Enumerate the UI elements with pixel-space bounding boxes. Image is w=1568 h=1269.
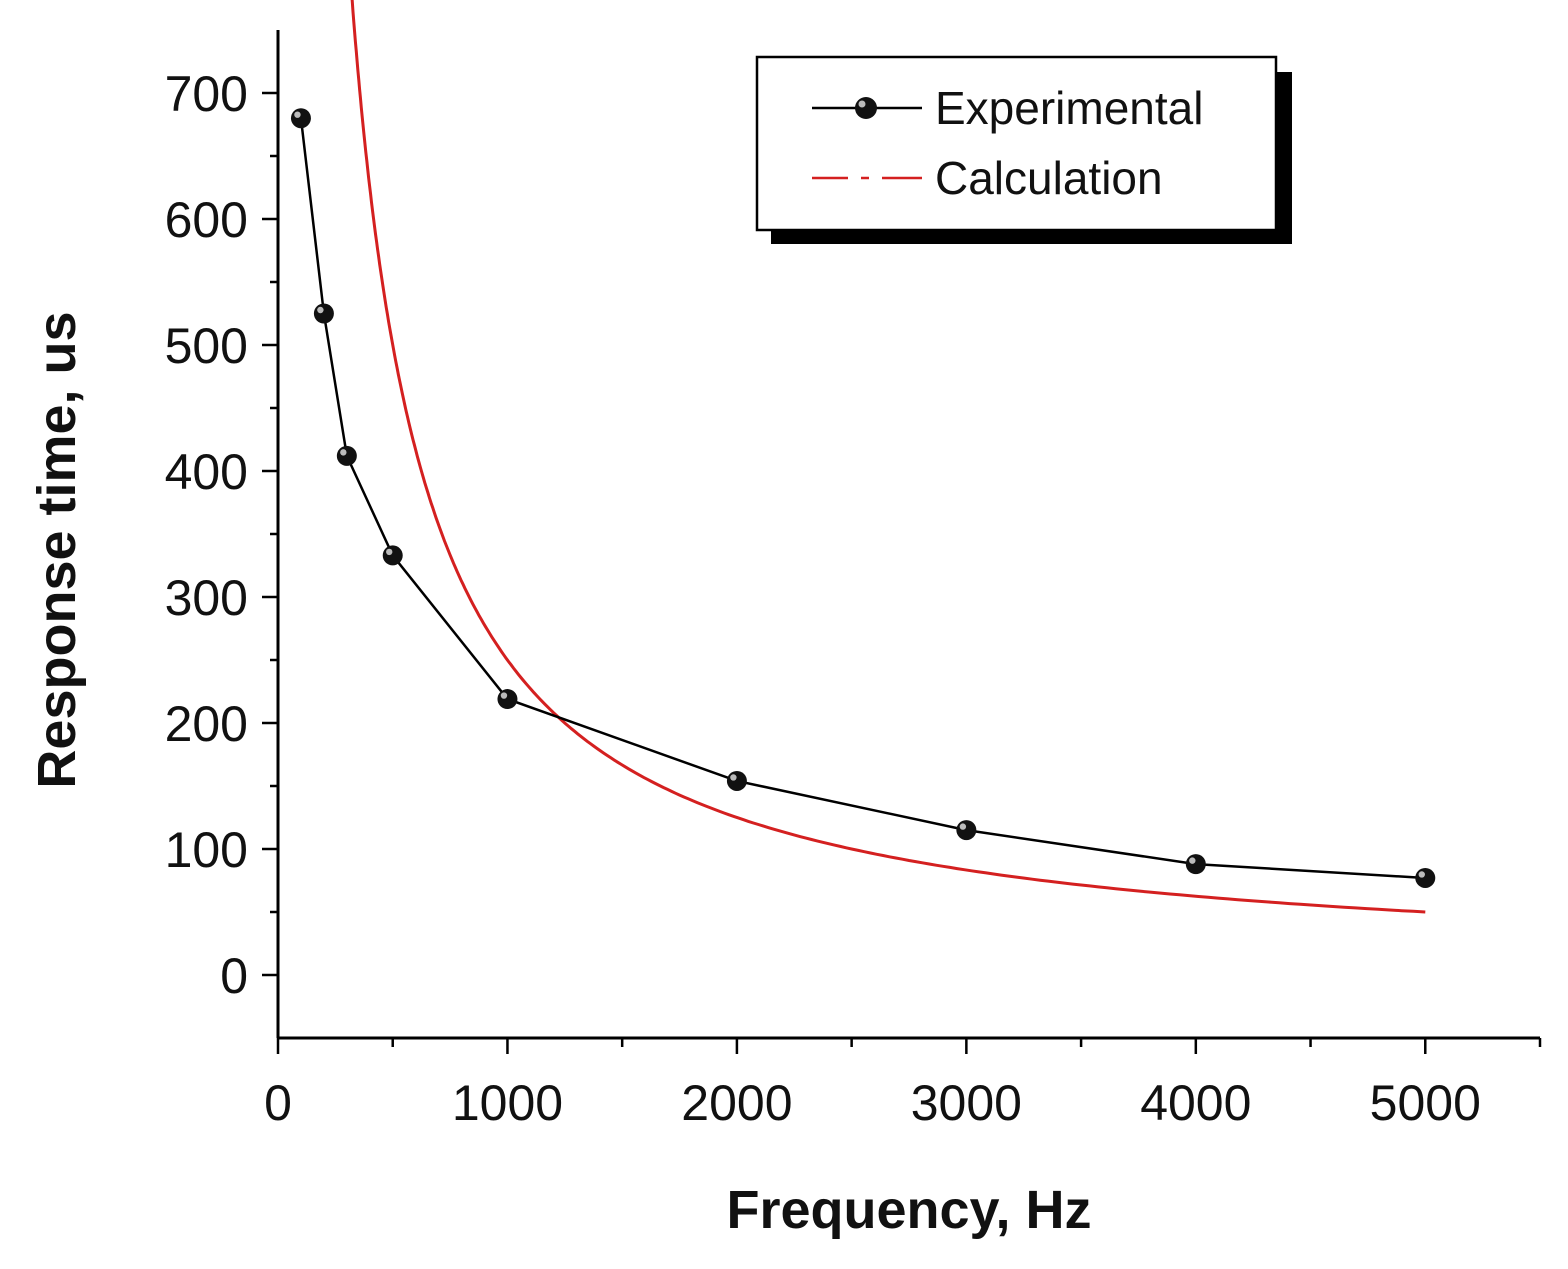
y-tick-label: 300 [165,570,248,626]
experimental-point-highlight [730,774,737,781]
experimental-point-highlight [1189,857,1196,864]
experimental-point [313,303,334,324]
legend-calculation-label: Calculation [935,152,1163,204]
series-calculation-line [350,0,1426,914]
experimental-point [497,689,518,710]
experimental-point-highlight [1418,871,1425,878]
experimental-point [1185,854,1206,875]
y-tick-label: 700 [165,66,248,122]
experimental-point [336,445,357,466]
experimental-point-highlight [386,548,393,556]
x-tick-label: 5000 [1370,1075,1481,1131]
x-axis-tick-labels: 0 1000 2000 3000 4000 5000 [264,1075,1481,1131]
legend-box [755,55,1278,232]
y-axis-title: Response time, us [27,311,87,788]
y-axis-ticks [262,91,278,977]
experimental-point [1415,867,1436,888]
x-tick-label: 0 [264,1075,292,1131]
y-tick-label: 0 [220,948,248,1004]
experimental-point [956,820,977,841]
series-experimental-markers [290,108,1436,888]
y-tick-label: 600 [165,192,248,248]
experimental-point [290,108,311,129]
experimental-point-highlight [317,306,324,314]
y-tick-label: 200 [165,696,248,752]
y-axis-tick-labels: 0 100 200 300 400 500 600 700 [165,66,248,1004]
x-tick-label: 3000 [911,1075,1022,1131]
legend-experimental-marker [855,97,877,119]
x-tick-label: 4000 [1140,1075,1251,1131]
experimental-point-highlight [959,823,967,830]
y-tick-label: 500 [165,318,248,374]
experimental-point [382,545,403,566]
x-axis-title: Frequency, Hz [726,1180,1091,1240]
y-tick-label: 100 [165,822,248,878]
experimental-point-highlight [294,111,301,118]
x-tick-label: 1000 [452,1075,563,1131]
y-tick-label: 400 [165,444,248,500]
x-axis-ticks [276,1038,1542,1054]
legend-experimental-marker-highlight [858,100,866,108]
legend: Experimental Calculation [755,55,1292,244]
experimental-point-highlight [340,449,347,456]
x-tick-label: 2000 [681,1075,792,1131]
legend-experimental-label: Experimental [935,82,1203,134]
experimental-point-highlight [500,692,508,699]
experimental-point [726,770,747,791]
